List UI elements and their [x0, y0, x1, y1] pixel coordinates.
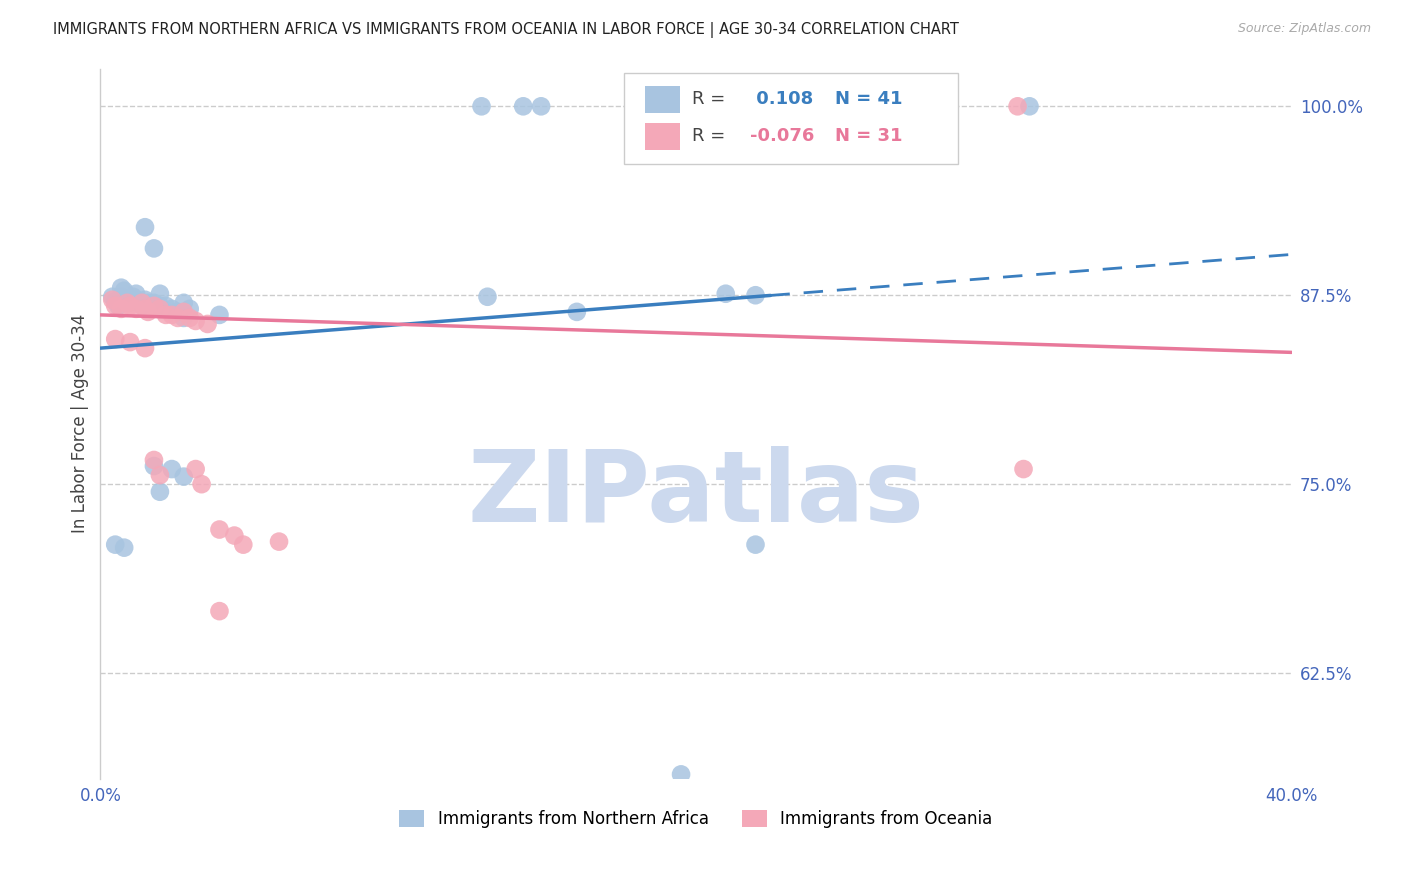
Point — [744, 538, 766, 552]
Point — [173, 295, 195, 310]
Point — [101, 290, 124, 304]
Point — [110, 290, 132, 304]
Point — [224, 528, 246, 542]
Point — [1018, 99, 1040, 113]
Point — [107, 299, 129, 313]
Text: N = 41: N = 41 — [835, 90, 903, 108]
Point — [134, 220, 156, 235]
Point — [208, 604, 231, 618]
Text: IMMIGRANTS FROM NORTHERN AFRICA VS IMMIGRANTS FROM OCEANIA IN LABOR FORCE | AGE : IMMIGRANTS FROM NORTHERN AFRICA VS IMMIG… — [53, 22, 959, 38]
Point — [166, 305, 188, 319]
Point — [179, 301, 201, 316]
Point — [136, 305, 159, 319]
Point — [166, 310, 188, 325]
Point — [115, 293, 138, 307]
Point — [125, 286, 148, 301]
Point — [104, 299, 127, 313]
Point — [179, 310, 201, 325]
Point — [142, 295, 165, 310]
Point — [208, 308, 231, 322]
Point — [173, 305, 195, 319]
Point — [149, 301, 172, 316]
Text: R =: R = — [692, 127, 731, 145]
Point — [797, 99, 820, 113]
Point — [134, 293, 156, 307]
Point — [125, 293, 148, 307]
Point — [110, 301, 132, 316]
Point — [125, 301, 148, 316]
FancyBboxPatch shape — [645, 86, 681, 112]
Point — [744, 288, 766, 302]
Point — [160, 308, 183, 322]
Point — [104, 294, 127, 309]
Point — [173, 469, 195, 483]
Point — [184, 314, 207, 328]
Point — [131, 299, 153, 313]
Point — [152, 301, 174, 316]
Point — [184, 462, 207, 476]
Point — [136, 295, 159, 310]
Point — [720, 99, 742, 113]
Point — [160, 301, 183, 316]
Text: -0.076: -0.076 — [749, 127, 814, 145]
Point — [267, 534, 290, 549]
Point — [128, 295, 150, 310]
Point — [155, 299, 177, 313]
Point — [134, 341, 156, 355]
Point — [232, 538, 254, 552]
Point — [197, 317, 219, 331]
Point — [112, 293, 135, 307]
Point — [565, 305, 588, 319]
Point — [134, 301, 156, 316]
Point — [120, 299, 142, 313]
Point — [208, 523, 231, 537]
Point — [669, 767, 692, 781]
FancyBboxPatch shape — [624, 73, 957, 164]
Text: 0.108: 0.108 — [749, 90, 813, 108]
Point — [149, 286, 172, 301]
Point — [173, 310, 195, 325]
Point — [131, 295, 153, 310]
Y-axis label: In Labor Force | Age 30-34: In Labor Force | Age 30-34 — [72, 314, 89, 533]
Point — [768, 99, 790, 113]
Point — [1007, 99, 1029, 113]
Text: N = 31: N = 31 — [835, 127, 903, 145]
Point — [115, 295, 138, 310]
Text: Source: ZipAtlas.com: Source: ZipAtlas.com — [1237, 22, 1371, 36]
Point — [122, 290, 145, 304]
Point — [142, 241, 165, 255]
Point — [120, 295, 142, 310]
Text: ZIPatlas: ZIPatlas — [468, 446, 924, 543]
Point — [470, 99, 492, 113]
Point — [160, 462, 183, 476]
Point — [673, 99, 696, 113]
Point — [714, 286, 737, 301]
Point — [149, 468, 172, 483]
Point — [142, 299, 165, 313]
Point — [142, 458, 165, 473]
Point — [149, 484, 172, 499]
Point — [104, 332, 127, 346]
Legend: Immigrants from Northern Africa, Immigrants from Oceania: Immigrants from Northern Africa, Immigra… — [392, 803, 1000, 835]
Point — [810, 99, 832, 113]
Point — [530, 99, 553, 113]
Point — [190, 477, 212, 491]
Point — [751, 99, 773, 113]
Point — [120, 335, 142, 350]
FancyBboxPatch shape — [645, 122, 681, 150]
Point — [104, 538, 127, 552]
Point — [142, 453, 165, 467]
Point — [477, 290, 499, 304]
Point — [110, 281, 132, 295]
Point — [834, 99, 856, 113]
Point — [112, 541, 135, 555]
Point — [112, 284, 135, 298]
Point — [155, 308, 177, 322]
Point — [149, 299, 172, 313]
Point — [101, 293, 124, 307]
Point — [1012, 462, 1035, 476]
Point — [512, 99, 534, 113]
Text: R =: R = — [692, 90, 731, 108]
